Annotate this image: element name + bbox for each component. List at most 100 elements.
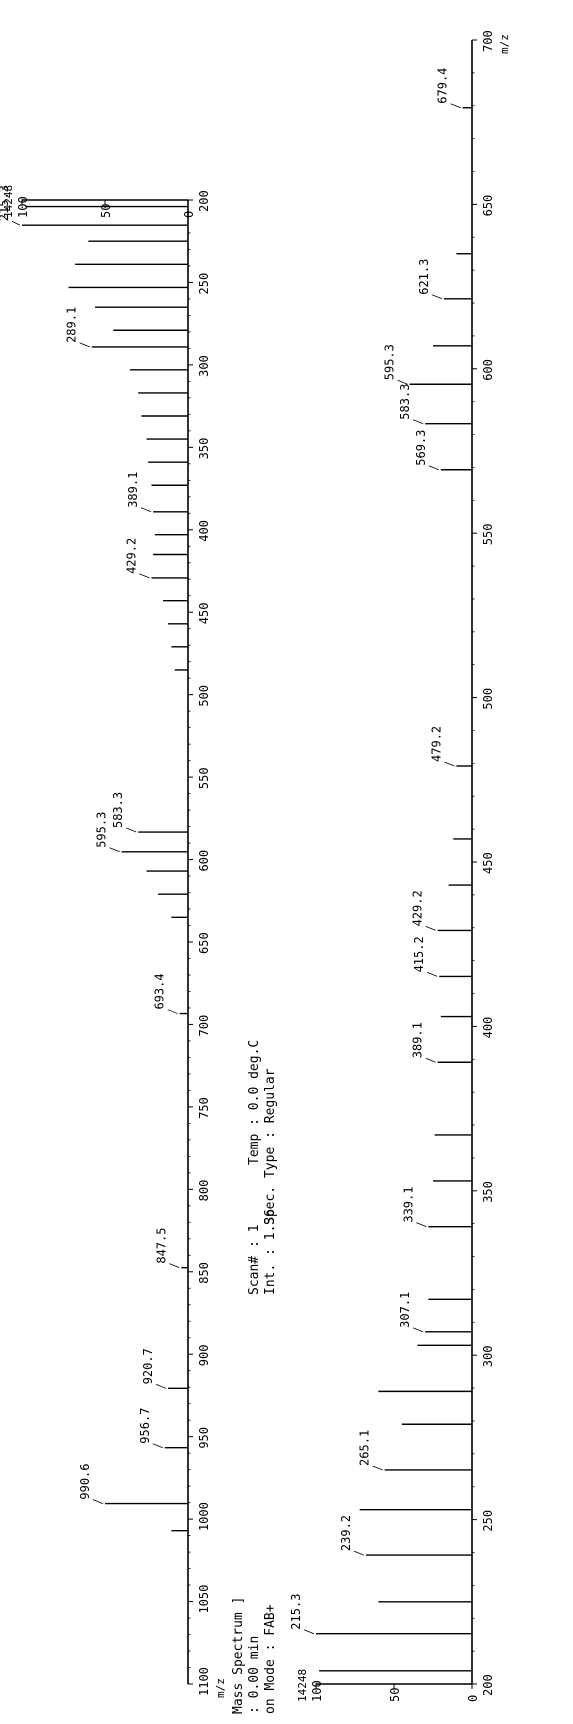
peak-leader: [155, 1383, 167, 1389]
peak-leader: [152, 1443, 163, 1449]
peak-label: 595.3: [95, 812, 109, 848]
mz-tick-label: 350: [481, 1181, 495, 1203]
intensity-tick-label: 50: [388, 1688, 402, 1702]
mz-tick-label: 600: [481, 359, 495, 381]
mz-tick-label: 650: [197, 932, 211, 954]
mz-tick-label: 1050: [197, 1585, 211, 1614]
peak-leader: [353, 1550, 365, 1556]
spectrum-panel-2: 200 250 300 350 400 450 500 550 600 650 700 m/z 0 50 1…: [289, 30, 511, 1702]
mz-tick-label: 250: [481, 1510, 495, 1532]
mz-tick-label: 600: [197, 850, 211, 872]
mz-tick-label: 500: [481, 688, 495, 710]
peak-leader: [140, 507, 152, 513]
peak-leader: [139, 573, 150, 579]
peak-leader: [92, 1499, 104, 1504]
peak-label: 479.2: [429, 726, 443, 762]
mz-tick-label: 200: [481, 1674, 495, 1696]
mz-tick-label: 200: [197, 190, 211, 212]
mz-axis-label: m/z: [498, 34, 511, 54]
mz-tick-label: 400: [481, 1017, 495, 1039]
header-int: Int. : 1.36: [263, 1209, 278, 1295]
peak-leader: [413, 1327, 424, 1333]
header-line3: on Mode : FAB+: [263, 1604, 278, 1714]
peak-leader: [169, 1263, 180, 1269]
peak-leader: [425, 1057, 436, 1063]
header-scan: Scan# : 1: [247, 1225, 262, 1295]
mz-axis-label: m/z: [214, 1678, 227, 1698]
peak-label: 679.4: [436, 68, 450, 104]
header-temp: Temp : 0.0 deg.C: [247, 1040, 262, 1165]
mz-tick-label: 300: [197, 355, 211, 377]
peak-label: 693.4: [153, 973, 167, 1009]
intensity-tick-label: 50: [99, 204, 113, 218]
mz-tick-label: 300: [481, 1346, 495, 1368]
intensity-tick-label: 100: [310, 1680, 324, 1702]
peak-label: 415.2: [412, 936, 426, 972]
mz-tick-label: 550: [197, 767, 211, 789]
intensity-tick-label: 100: [16, 196, 30, 218]
peak-leader: [425, 926, 436, 931]
peak-label: 621.3: [417, 259, 431, 295]
mz-tick-label: 550: [481, 524, 495, 546]
mz-tick-label: 450: [481, 852, 495, 874]
peak-label: 956.7: [138, 1408, 152, 1444]
mz-tick-label: 500: [197, 685, 211, 707]
peak-leader: [372, 1465, 383, 1471]
header-line2: : 0.00 min: [247, 1636, 262, 1714]
peak-annotations: 215.3 239.2 265.1 307.1 339.1 389.1 415.2 429.2…: [289, 68, 461, 1635]
peaks: [316, 107, 472, 1672]
peak-label: 583.3: [398, 384, 412, 420]
peak-leader: [11, 220, 21, 226]
intensity-tick-label: 0: [182, 211, 196, 218]
peak-label: 429.2: [124, 538, 138, 574]
peak-leader: [428, 465, 439, 471]
spectrum-panel-1: 2002503003504004505005506006507007508008…: [0, 185, 227, 1698]
mz-tick-label: 1100: [197, 1667, 211, 1696]
spectrum-header: Mass Spectrum ] : 0.00 min on Mode : FAB…: [231, 1040, 278, 1714]
peak-leader: [397, 379, 408, 385]
mz-tick-label: 350: [197, 438, 211, 460]
peak-leader: [167, 1009, 178, 1014]
peak-leader: [427, 972, 438, 977]
mz-tick-label: 850: [197, 1262, 211, 1284]
peak-label: 265.1: [358, 1430, 372, 1466]
peak-label: 289.1: [65, 307, 79, 343]
peak-leader: [303, 1629, 315, 1635]
peak-label: 215.3: [289, 1594, 303, 1630]
mz-tick-label: 400: [197, 520, 211, 542]
header-spec-type: Spec. Type : Regular: [263, 1068, 278, 1225]
peak-leader: [126, 827, 137, 833]
header-line1: Mass Spectrum ]: [231, 1597, 246, 1714]
peak-leader: [416, 1222, 427, 1228]
peak-label: 583.3: [111, 792, 125, 828]
peak-label: 389.1: [126, 472, 140, 508]
mz-tick-label: 1000: [197, 1502, 211, 1531]
max-intensity-label: 14248: [296, 1669, 309, 1702]
peak-label: 389.1: [411, 1022, 425, 1058]
mz-tick-label: 700: [481, 30, 495, 52]
peak-label: 990.6: [78, 1463, 92, 1499]
mz-tick-label: 800: [197, 1180, 211, 1202]
mz-tick-label: 900: [197, 1345, 211, 1367]
mz-tick-label: 750: [197, 1097, 211, 1119]
mz-tick-label: 250: [197, 273, 211, 295]
peak-label: 569.3: [414, 430, 428, 466]
mz-tick-label: 650: [481, 195, 495, 217]
peak-label: 307.1: [398, 1292, 412, 1328]
peak-label: 595.3: [383, 344, 397, 380]
peak-leader: [444, 761, 455, 767]
max-intensity-label: 14248: [2, 185, 15, 218]
peak-label: 339.1: [401, 1187, 415, 1223]
peak-label: 920.7: [141, 1348, 155, 1384]
mz-tick-label: 700: [197, 1015, 211, 1037]
peak-label: 429.2: [411, 890, 425, 926]
peak-leader: [413, 419, 424, 425]
peak-label: 847.5: [154, 1228, 168, 1264]
peak-leader: [79, 342, 90, 348]
peak-leader: [109, 847, 120, 853]
peaks: [22, 205, 188, 1532]
peak-label: 239.2: [339, 1515, 353, 1551]
